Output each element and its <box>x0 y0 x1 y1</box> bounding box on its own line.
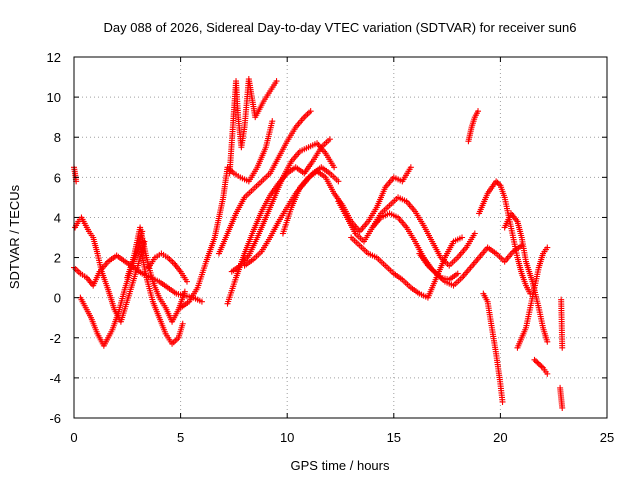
data-point <box>559 404 566 411</box>
series-track-22 <box>514 244 551 351</box>
data-point <box>326 136 333 143</box>
x-tick-label: 15 <box>387 430 401 445</box>
series-track-11 <box>228 140 338 275</box>
data-point <box>531 356 538 363</box>
y-tick-label: -2 <box>49 331 61 346</box>
data-point <box>499 398 506 405</box>
series-track-15 <box>348 234 466 301</box>
data-point <box>181 288 188 295</box>
y-tick-label: 10 <box>47 90 61 105</box>
series-track-9 <box>215 108 314 257</box>
series-track-17 <box>416 242 525 289</box>
y-tick-label: 2 <box>54 251 61 266</box>
data-point <box>535 360 542 367</box>
data-point <box>559 344 566 351</box>
y-axis-label: SDTVAR / TECUs <box>7 184 22 289</box>
data-points <box>71 76 566 411</box>
y-tick-label: -4 <box>49 371 61 386</box>
data-point <box>407 164 414 171</box>
grid <box>74 57 607 418</box>
series-track-24 <box>557 384 566 411</box>
x-axis-label: GPS time / hours <box>291 458 390 473</box>
data-point <box>198 298 205 305</box>
data-point <box>493 178 500 185</box>
y-tick-label: 8 <box>54 130 61 145</box>
y-tick-label: 4 <box>54 210 61 225</box>
series-track-16 <box>369 194 478 269</box>
data-point <box>307 108 314 115</box>
x-tick-label: 25 <box>600 430 614 445</box>
series-track-26 <box>71 164 80 185</box>
series-track-1 <box>71 252 205 305</box>
data-point <box>454 270 461 277</box>
data-point <box>475 108 482 115</box>
series-track-7 <box>177 118 276 311</box>
data-point <box>179 320 186 327</box>
axis-ticks: 0 5 10 15 20 25 -6 -4 -2 0 2 4 6 8 10 12 <box>47 50 615 445</box>
series-track-20 <box>480 290 506 405</box>
data-point <box>335 178 342 185</box>
x-tick-label: 10 <box>280 430 294 445</box>
data-point <box>183 278 190 285</box>
series-track-6 <box>145 250 190 285</box>
y-tick-label: 0 <box>54 291 61 306</box>
y-tick-label: 6 <box>54 170 61 185</box>
data-point <box>459 234 466 241</box>
data-point <box>544 370 551 377</box>
series-track-18 <box>465 108 482 145</box>
y-tick-label: -6 <box>49 411 61 426</box>
x-tick-label: 20 <box>493 430 507 445</box>
series-track-5 <box>130 242 186 347</box>
data-point <box>544 244 551 251</box>
data-point <box>471 230 478 237</box>
x-tick-label: 5 <box>177 430 184 445</box>
series-track-8 <box>226 76 280 177</box>
y-tick-label: 12 <box>47 50 61 65</box>
series-track-2 <box>72 214 148 325</box>
plot-frame <box>73 56 608 419</box>
data-point <box>544 338 551 345</box>
data-point <box>269 118 276 125</box>
series-track-23 <box>531 356 551 377</box>
chart-title: Day 088 of 2026, Sidereal Day-to-day VTE… <box>103 20 576 35</box>
data-point <box>331 164 338 171</box>
series-track-25 <box>558 296 566 351</box>
series-track-10 <box>224 136 333 307</box>
data-point <box>273 78 280 85</box>
x-tick-label: 0 <box>70 430 77 445</box>
